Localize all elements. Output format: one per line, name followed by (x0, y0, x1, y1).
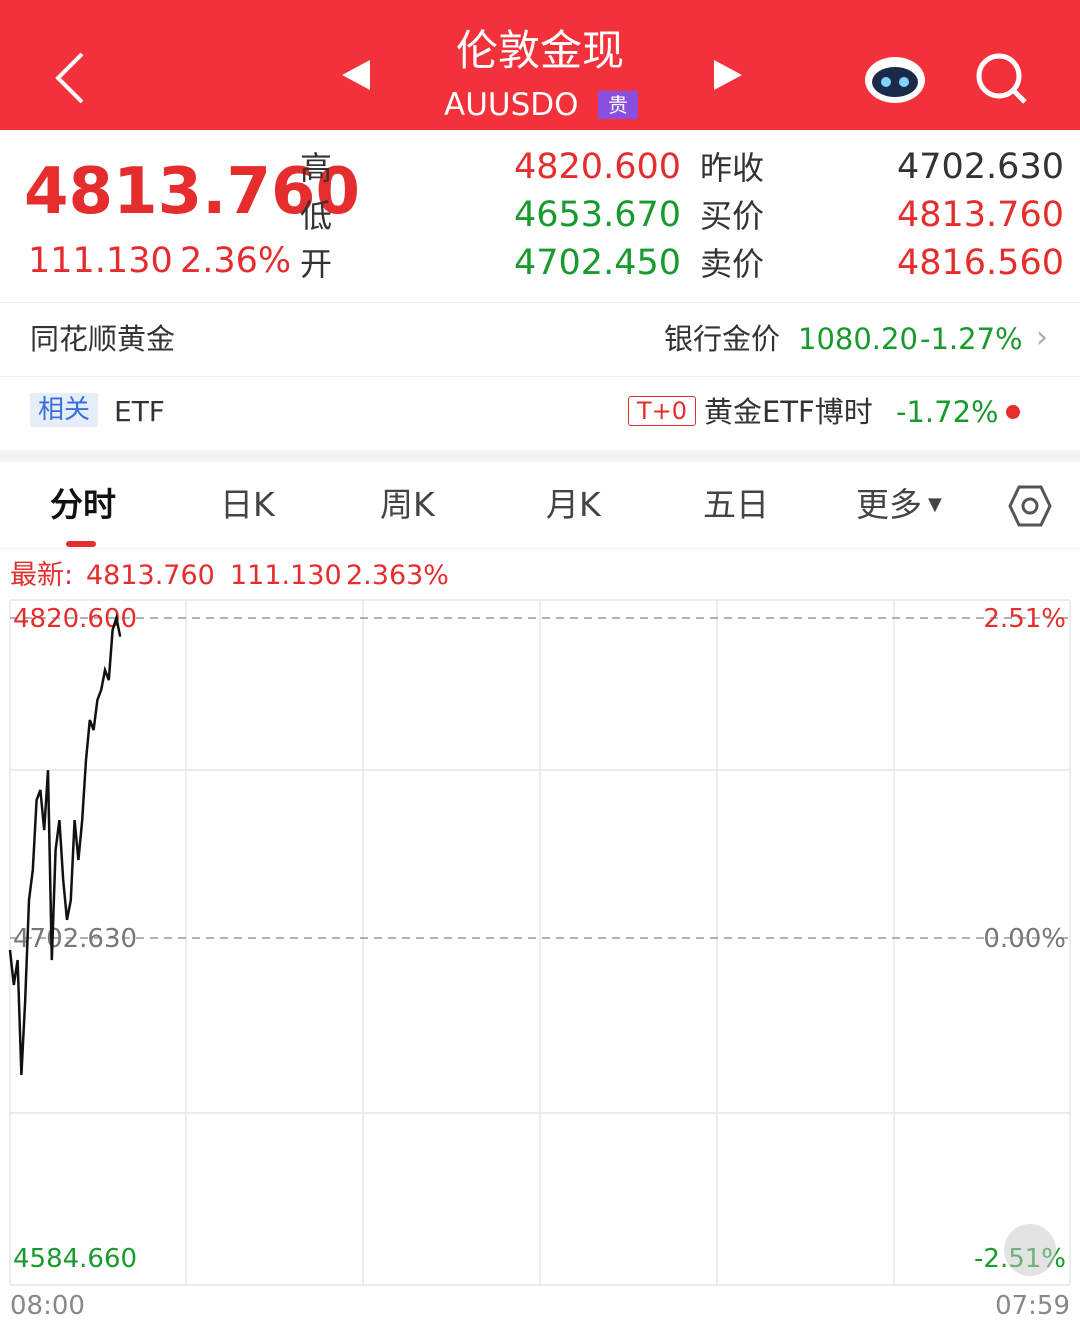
header: 伦敦金现 AUUSDO 贵 (0, 0, 1080, 130)
stat-value: 4653.670 (514, 195, 682, 235)
dot (1006, 405, 1020, 419)
chart: 4820.6004702.6304584.6602.51%0.00%-2.51%… (8, 599, 1071, 1321)
stat-value: 4813.760 (896, 195, 1064, 235)
stat-label: 买价 (700, 197, 765, 235)
price-line (8, 613, 122, 1076)
latest-change: 111.130 (230, 560, 342, 591)
tab[interactable]: 月K (546, 485, 601, 524)
change: 111.130 (28, 241, 173, 281)
y2-tick-label: 2.51% (983, 604, 1066, 634)
stat-label: 高 (300, 149, 333, 187)
gold-name[interactable]: 同花顺黄金 (30, 322, 176, 356)
etf-label: ETF (114, 395, 165, 428)
price: 4813.760 (24, 155, 361, 229)
y-tick-label: 4584.660 (13, 1244, 137, 1274)
y-tick-label: 4702.630 (13, 924, 137, 954)
tab[interactable]: 日K (220, 485, 275, 524)
etf-name[interactable]: 黄金ETF博时 (704, 395, 873, 429)
divider (0, 302, 1080, 303)
etf-change: -1.72% (896, 395, 999, 429)
tab[interactable]: 更多 (856, 485, 922, 524)
x-tick-label: 07:59 (995, 1291, 1070, 1321)
back-button[interactable] (50, 50, 90, 106)
chevron[interactable]: › (1036, 320, 1048, 355)
stat-value: 4702.630 (896, 147, 1064, 187)
latest-price: 4813.760 (86, 560, 215, 591)
stat-label: 昨收 (700, 149, 765, 187)
change-pct: 2.36% (180, 241, 292, 281)
spacer (0, 450, 1080, 462)
title: 伦敦金现 (455, 26, 624, 75)
code: AUUSDO (444, 87, 579, 123)
stat-label: 卖价 (700, 245, 765, 283)
search-button[interactable] (975, 52, 1029, 106)
stat-value: 4702.450 (514, 243, 682, 283)
etf-tag: 相关 (30, 393, 99, 427)
robot-button[interactable] (862, 52, 928, 106)
tab[interactable]: 五日 (703, 485, 769, 524)
dropdown-arrow: ▼ (928, 494, 942, 515)
t0-tag: T+0 (628, 396, 697, 426)
divider (0, 376, 1080, 377)
bank-change: -1.27% (920, 322, 1023, 356)
prev-button[interactable] (340, 58, 374, 92)
y2-tick-label: 0.00% (983, 924, 1066, 954)
divider (0, 548, 1080, 549)
stat-label: 开 (300, 245, 333, 283)
tab-indicator (66, 541, 96, 547)
latest-pct: 2.363% (346, 560, 449, 591)
tab[interactable]: 分时 (50, 485, 116, 524)
bank-label: 银行金价 (664, 322, 781, 356)
x-tick-label: 08:00 (10, 1291, 85, 1321)
settings-button[interactable] (1008, 484, 1052, 528)
fullscreen-button[interactable] (1004, 1224, 1056, 1276)
tab[interactable]: 周K (380, 485, 435, 524)
next-button[interactable] (710, 58, 744, 92)
stat-value: 4816.560 (896, 243, 1064, 283)
stat-value: 4820.600 (514, 147, 682, 187)
bank-price: 1080.20 (798, 322, 918, 356)
badge: 贵 (598, 91, 638, 119)
latest-label: 最新: (10, 560, 74, 591)
stat-label: 低 (300, 197, 333, 235)
